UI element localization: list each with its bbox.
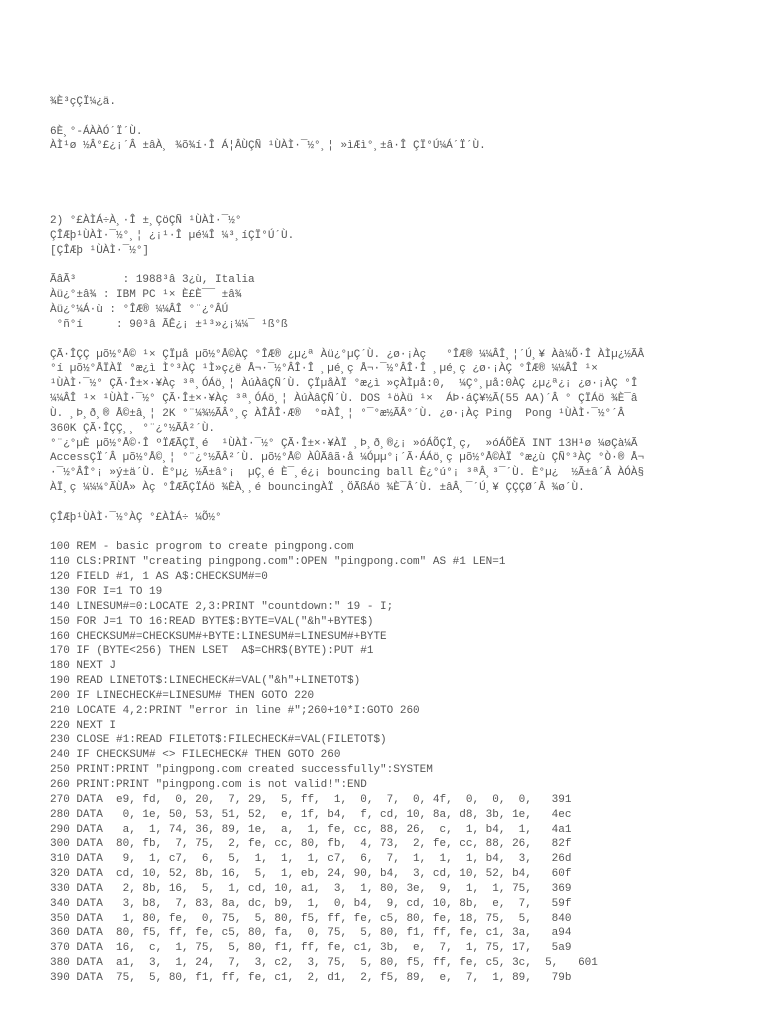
code-block: 100 REM - basic progrom to create pingpo… (50, 540, 718, 985)
para9: ·¯½°ÂÎ°¡ »ý±ä´Ù. È°µ¿ ½Ã±â°¡ µÇ¸é È¯¸é¿¡… (50, 467, 644, 479)
header-line2: 6È¸°-ÁÀÀÓ´Ï´Ù. (50, 126, 142, 138)
para4: ¼¼ÂÎ ¹× ¹ÙÀÌ·¯½° ÇÃ·Î±×·¥Àç ³ª¸ÓÁö¸¦ ÀúÀ… (50, 393, 638, 405)
header-line1: ¾È³çÇÏ¼¿ä. (50, 96, 116, 108)
meta-row2: Àü¿°±â¾ : IBM PC ¹× È£È¯¯ ±â¾ (50, 289, 241, 301)
section-title: 2) °£ÀÌÁ÷À¸·Î ±¸ÇöÇÑ ¹ÙÀÌ·¯½° (50, 215, 241, 227)
para3: ¹ÙÀÌ·¯½° ÇÃ·Î±×·¥Àç ³ª¸ÓÁö¸¦ ÀúÀâÇÑ´Ù. Ç… (50, 378, 638, 390)
para1: ÇÃ·ÎÇÇ µõ½°Å© ¹× ÇÏµå µõ½°Å©ÀÇ °ÎÆ® ¿µ¿ª… (50, 349, 644, 361)
section-subtitle: ÇÎÆþ¹ÙÀÌ·¯½°¸¦ ¿¡¹·Î µé¼Î ¼³¸íÇÏ°Ú´Ù. (50, 230, 294, 242)
section-bracket: [ÇÎÆþ ¹ÙÀÌ·¯½°] (50, 245, 149, 257)
meta-row3: Àü¿°¼Á·ù : °ÎÆ® ¼¼ÂÎ °¨¿°ÂÚ (50, 304, 228, 316)
para10: ÀÏ¸ç ¼¼¼°ÃÙÅ» Àç °ÎÆÃÇÏÁö ¾ÈÀ¸¸é bouncin… (50, 482, 585, 494)
header-line3: ÀÌ¹ø ½Â°£¿¡´Â ±âÀ¸ ¾õ¾í·Î Á¦ÂÙÇÑ ¹ÙÀÌ·¯½… (50, 140, 486, 152)
para7: °¨¿°µÈ µõ½°Å©·Î ºÏÆÃÇÏ¸é ¹ÙÀÌ·¯½° ÇÃ·Î±×… (50, 438, 638, 450)
para2: °í µõ½°ÅÏÀÏ °æ¿ì Ì°³ÀÇ ¹Ì»ç¿ë Å¬·¯½°ÂÎ·Î… (50, 363, 598, 375)
document-page: ¾È³çÇÏ¼¿ä. 6È¸°-ÁÀÀÓ´Ï´Ù. ÀÌ¹ø ½Â°£¿¡´Â … (0, 0, 768, 1024)
para8: AccessÇÏ´Â µõ½°Å©¸¦ °¨¿°½ÃÂ²´Ù. µõ½°Å© À… (50, 452, 644, 464)
meta-row4: °ñ°í : 90³â ÃÊ¿¡ ±¹³»¿¡¼¼¯ ¹ß°ß (50, 319, 288, 331)
meta-row1: ÃâÃ³ : 1988³â 3¿ù, Italia (50, 274, 255, 286)
document-content: ¾È³çÇÏ¼¿ä. 6È¸°-ÁÀÀÓ´Ï´Ù. ÀÌ¹ø ½Â°£¿¡´Â … (50, 80, 718, 1015)
code-title: ÇÎÆþ¹ÙÀÌ·¯½°ÀÇ °£ÀÌÁ÷ ¼Õ½° (50, 512, 222, 524)
para5: Ù. ¸Þ¸ð¸® Å©±â¸¦ 2K °¨¼¾½ÃÂ°¸ç ÀÎÂÎ·Æ® °… (50, 408, 624, 420)
spacer (50, 169, 718, 199)
para6: 360K ÇÃ·ÎÇÇ¸¸ °¨¿°½ÃÂ²´Ù. (50, 423, 215, 435)
